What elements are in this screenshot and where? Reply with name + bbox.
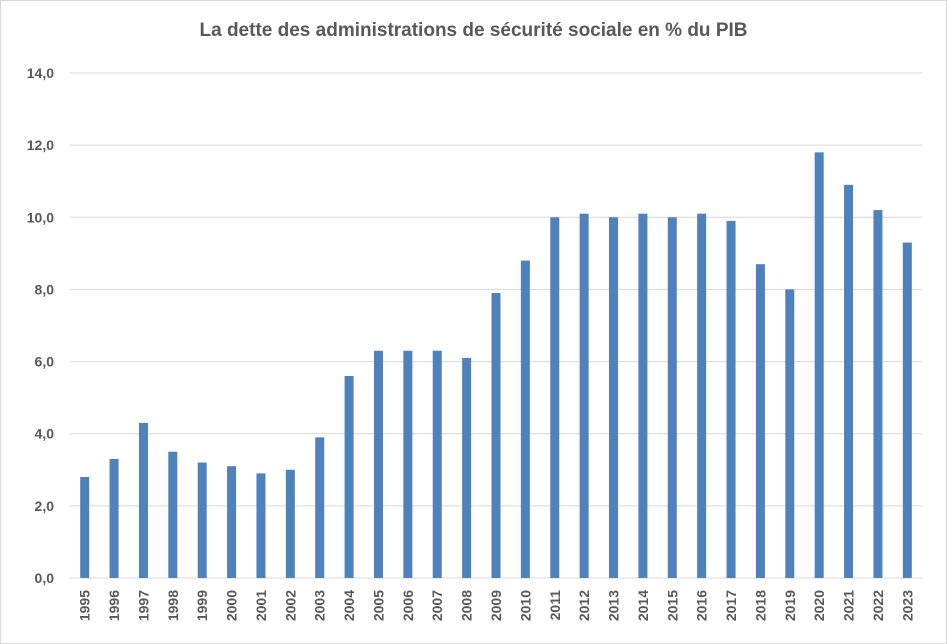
bar-2008: [462, 357, 472, 578]
bar-2005: [373, 350, 383, 578]
x-tick-label: 2017: [723, 590, 739, 621]
bar-2011: [550, 217, 560, 579]
bar-2015: [667, 217, 677, 579]
bar-2014: [638, 213, 648, 578]
bar-2017: [726, 220, 736, 578]
x-tick-label: 2021: [841, 590, 857, 621]
bar-2020: [814, 152, 824, 578]
bar-2006: [403, 350, 413, 578]
y-tick-label: 8,0: [35, 281, 55, 297]
bar-2007: [432, 350, 442, 578]
bars: [80, 152, 912, 579]
y-tick-label: 4,0: [35, 426, 55, 442]
x-tick-label: 2003: [312, 590, 328, 621]
bar-1995: [80, 477, 90, 578]
x-tick-label: 2007: [429, 590, 445, 621]
bar-1998: [168, 451, 178, 578]
x-tick-label: 2002: [282, 590, 298, 621]
x-tick-label: 2001: [253, 590, 269, 621]
bar-2001: [256, 473, 266, 578]
x-tick-label: 2004: [341, 590, 357, 621]
bar-2012: [579, 213, 589, 578]
y-tick-label: 6,0: [35, 354, 55, 370]
bar-2021: [844, 184, 854, 579]
x-tick-label: 2020: [811, 590, 827, 621]
bar-2004: [344, 376, 354, 578]
x-tick-label: 1996: [106, 590, 122, 621]
y-tick-label: 12,0: [27, 137, 54, 153]
x-tick-label: 2019: [782, 590, 798, 621]
x-tick-label: 2005: [370, 590, 386, 621]
y-axis-ticks: 0,0 2,0 4,0 6,0 8,0 10,0 12,0 14,0: [27, 65, 54, 586]
bar-2009: [491, 293, 501, 578]
x-tick-label: 1999: [194, 590, 210, 621]
bar-2022: [873, 210, 883, 579]
x-tick-label: 2023: [899, 590, 915, 621]
x-tick-label: 1995: [77, 590, 93, 621]
x-tick-label: 2008: [459, 590, 475, 621]
x-tick-label: 2018: [752, 590, 768, 621]
x-tick-label: 2013: [606, 590, 622, 621]
x-tick-label: 2009: [488, 590, 504, 621]
bar-2000: [227, 466, 237, 578]
bar-2013: [609, 217, 619, 579]
x-tick-label: 2010: [517, 590, 533, 621]
bar-2003: [315, 437, 325, 578]
x-tick-label: 2015: [664, 590, 680, 621]
x-tick-label: 1997: [135, 590, 151, 621]
x-tick-label: 2016: [694, 590, 710, 621]
bar-2018: [755, 264, 765, 578]
bar-2019: [785, 289, 795, 578]
x-tick-label: 2011: [547, 590, 563, 621]
y-tick-label: 2,0: [35, 498, 55, 514]
x-axis-ticks: 1995 1996 1997 1998 1999 2000 2001 2002 2003 2004…: [77, 590, 916, 621]
x-tick-label: 2006: [400, 590, 416, 621]
y-tick-label: 0,0: [35, 570, 55, 586]
bar-2010: [520, 260, 530, 578]
chart-title: La dette des administrations de sécurité…: [199, 20, 748, 41]
bar-1996: [109, 458, 119, 578]
bar-2016: [697, 213, 707, 578]
bar-1999: [197, 462, 207, 578]
x-tick-label: 2000: [224, 590, 240, 621]
bar-2002: [285, 469, 295, 578]
y-tick-label: 14,0: [27, 65, 54, 81]
x-tick-label: 2012: [576, 590, 592, 621]
bar-1997: [138, 422, 148, 578]
bar-2023: [902, 242, 912, 579]
x-tick-label: 1998: [165, 590, 181, 621]
y-tick-label: 10,0: [27, 209, 54, 225]
x-tick-label: 2014: [635, 590, 651, 621]
x-tick-label: 2022: [870, 590, 886, 621]
